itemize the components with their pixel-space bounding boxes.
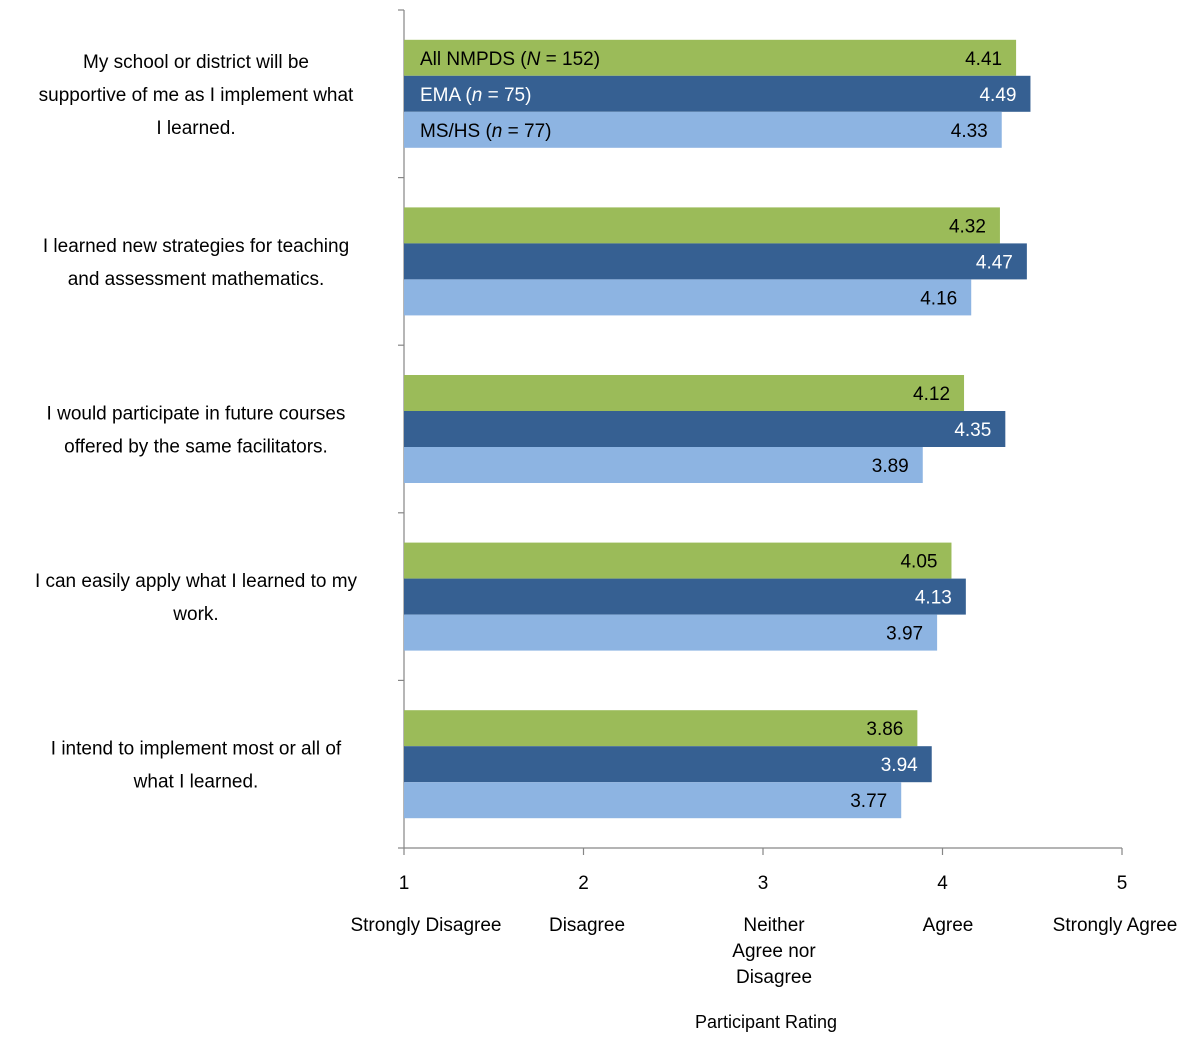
category-label: I learned new strategies for teaching and… <box>43 236 349 290</box>
x-axis-ticks: 1 Strongly Disagree 2 Disagree 3 Neither Agree… <box>350 848 1177 988</box>
x-tick-label: 5 <box>1117 873 1128 894</box>
bar <box>404 782 902 819</box>
category-label: I can easily apply what I learned to my w… <box>35 571 358 625</box>
bar-value-label: 4.13 <box>915 588 952 609</box>
bar-value-label: 3.86 <box>866 719 903 740</box>
bar <box>404 710 918 747</box>
bar <box>404 207 1000 244</box>
bar-value-label: 3.77 <box>850 791 887 812</box>
legend-entry: MS/HS (n = 77) <box>420 121 551 142</box>
bar <box>404 578 966 615</box>
x-tick-label: 3 <box>758 873 769 894</box>
bar-value-label: 4.47 <box>976 252 1013 273</box>
bar <box>404 75 1031 112</box>
bar-value-label: 4.41 <box>965 49 1002 70</box>
bar-value-label: 4.12 <box>913 384 950 405</box>
bar-value-label: 4.49 <box>979 85 1016 106</box>
bar <box>404 375 965 411</box>
x-tick-label: 2 <box>578 873 589 894</box>
category-label: My school or district will be supportive … <box>39 52 354 139</box>
x-tick-description: Neither Agree nor Disagree <box>732 915 816 988</box>
x-tick-description: Strongly Agree <box>1053 915 1178 936</box>
bar <box>404 243 1027 280</box>
x-tick-description: Strongly Disagree <box>350 915 501 936</box>
bar <box>404 447 923 483</box>
bar-value-label: 4.16 <box>920 288 957 309</box>
bar-value-label: 4.05 <box>900 552 937 573</box>
bar <box>404 39 1017 76</box>
bar-value-label: 4.33 <box>951 121 988 142</box>
bar-value-label: 4.35 <box>954 420 991 441</box>
category-labels: My school or district will be supportive … <box>35 52 358 793</box>
category-label: I would participate in future courses off… <box>47 404 346 458</box>
legend-entry: All NMPDS (N = 152) <box>420 49 600 70</box>
legend-entry: EMA (n = 75) <box>420 85 531 106</box>
bar <box>404 746 932 783</box>
x-axis-title: Participant Rating <box>695 1012 837 1032</box>
chart-bars: 4.41 All NMPDS (N = 152) 4.49 EMA (n = 75) 4… <box>404 39 1031 819</box>
bar-value-label: 3.89 <box>872 456 909 477</box>
bar <box>404 542 952 579</box>
bar-value-label: 4.32 <box>949 216 986 237</box>
x-tick-label: 1 <box>399 873 410 894</box>
x-tick-description: Disagree <box>549 915 625 936</box>
category-label: I intend to implement most or all of what… <box>51 739 342 793</box>
bar <box>404 279 972 316</box>
bar <box>404 614 938 651</box>
x-tick-description: Agree <box>923 915 974 936</box>
x-tick-label: 4 <box>937 873 948 894</box>
bar <box>404 411 1006 447</box>
bar-value-label: 3.94 <box>881 755 918 776</box>
bar <box>404 111 1002 148</box>
bar-value-label: 3.97 <box>886 624 923 645</box>
